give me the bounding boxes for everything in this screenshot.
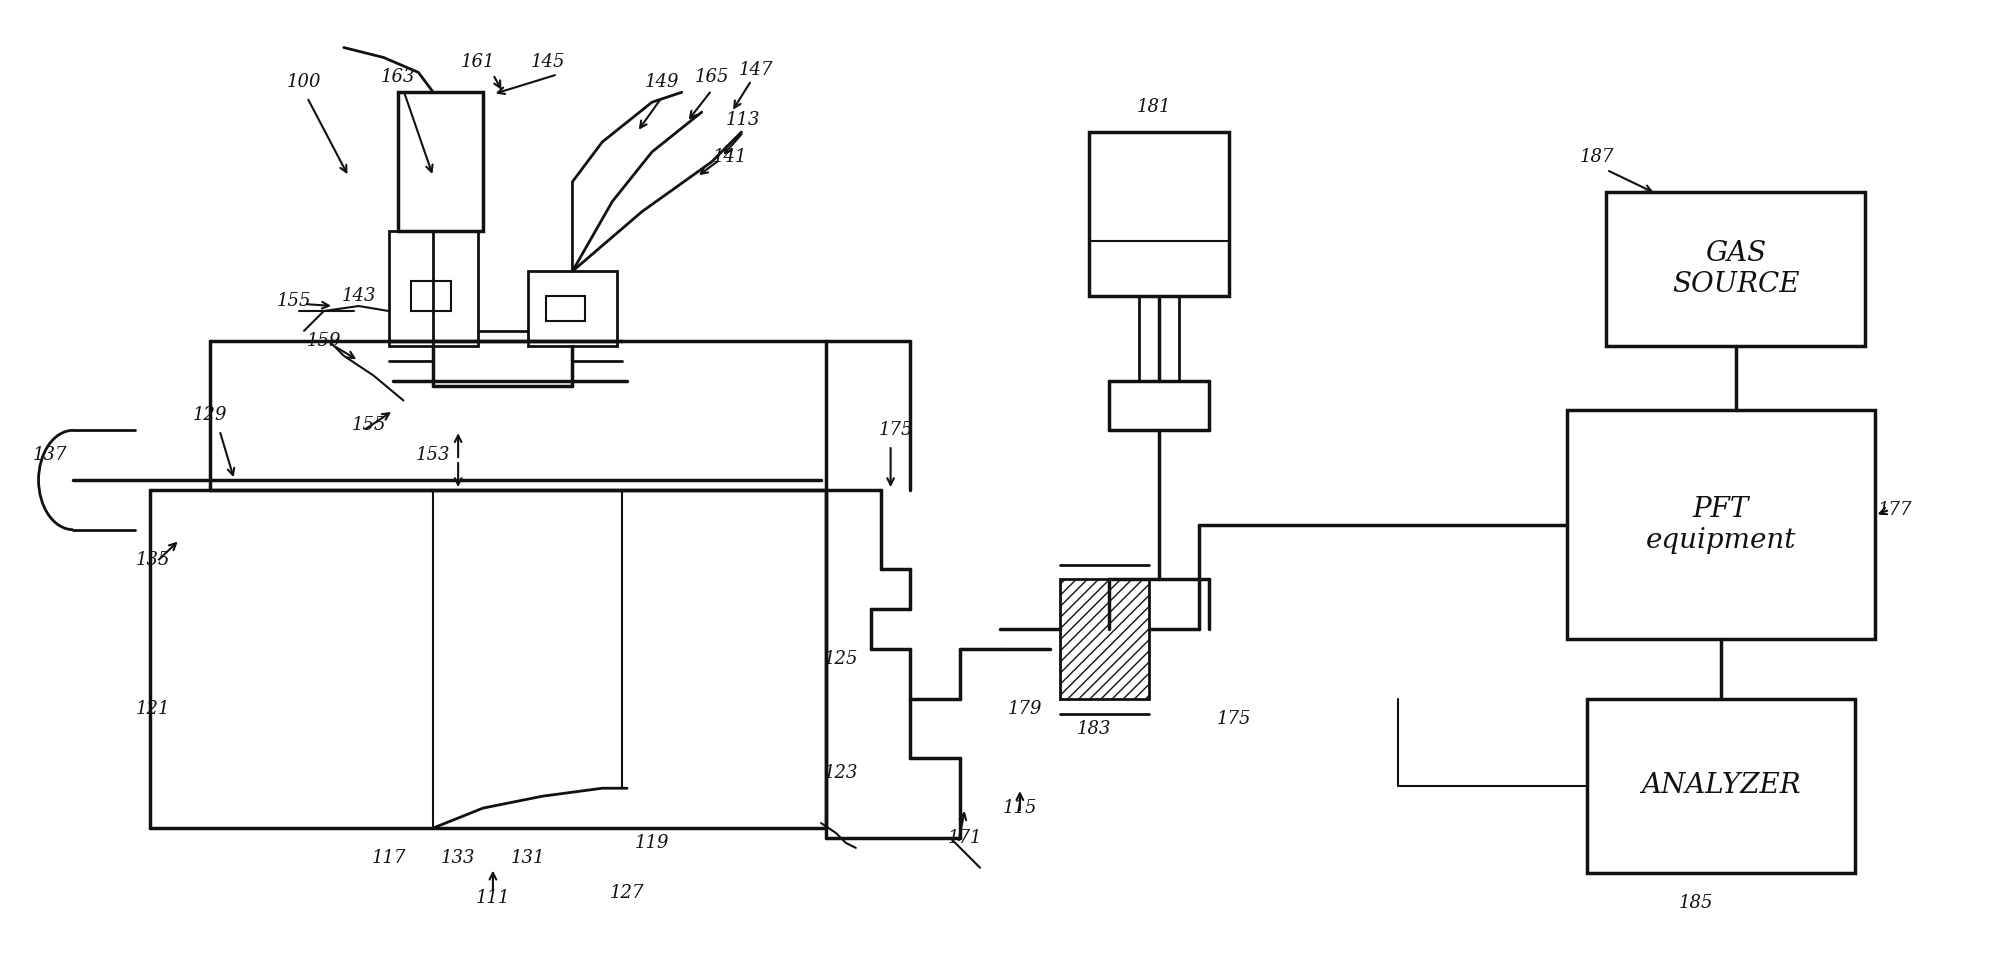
Text: 153: 153 (416, 446, 450, 464)
Bar (1089, 132, 1228, 296)
Text: 145: 145 (530, 53, 565, 71)
Bar (398, 92, 484, 231)
Text: 181: 181 (1137, 98, 1171, 117)
Text: 187: 187 (1579, 148, 1615, 166)
Text: 179: 179 (1007, 700, 1041, 717)
Text: 159: 159 (307, 332, 340, 350)
Text: 177: 177 (1878, 501, 1911, 519)
Text: 111: 111 (476, 889, 510, 906)
Text: 185: 185 (1678, 894, 1712, 912)
Text: 141: 141 (713, 148, 747, 166)
Bar (388, 231, 478, 346)
Text: 183: 183 (1077, 719, 1111, 738)
Text: 171: 171 (948, 829, 982, 846)
Text: 131: 131 (510, 848, 546, 867)
Text: 115: 115 (1003, 799, 1037, 817)
Bar (1587, 699, 1856, 872)
Bar (1567, 410, 1876, 639)
Bar (412, 281, 452, 311)
Text: 113: 113 (727, 111, 761, 129)
Text: GAS
SOURCE: GAS SOURCE (1672, 240, 1800, 298)
Text: 147: 147 (739, 62, 774, 79)
Text: 137: 137 (34, 446, 68, 464)
Bar (1607, 192, 1866, 346)
Bar (528, 272, 617, 346)
Text: 123: 123 (824, 765, 858, 782)
Text: 155: 155 (350, 416, 386, 434)
Text: 163: 163 (380, 68, 416, 87)
Text: 161: 161 (460, 53, 496, 71)
Text: 119: 119 (635, 834, 669, 852)
Text: 133: 133 (440, 848, 476, 867)
Text: 125: 125 (824, 650, 858, 668)
Text: 149: 149 (645, 73, 679, 91)
Text: 175: 175 (878, 421, 912, 439)
Text: 127: 127 (609, 884, 645, 901)
Text: 165: 165 (695, 68, 729, 87)
Text: 143: 143 (340, 287, 376, 305)
Text: 155: 155 (277, 292, 311, 310)
Text: 175: 175 (1217, 710, 1250, 728)
Bar (1059, 580, 1149, 699)
Text: PFT
equipment: PFT equipment (1647, 496, 1796, 554)
Text: 135: 135 (135, 551, 169, 568)
Bar (546, 296, 585, 321)
Text: 129: 129 (193, 406, 227, 425)
Text: 117: 117 (370, 848, 406, 867)
Text: 121: 121 (135, 700, 169, 717)
Text: 100: 100 (287, 73, 321, 91)
Text: ANALYZER: ANALYZER (1641, 772, 1800, 799)
